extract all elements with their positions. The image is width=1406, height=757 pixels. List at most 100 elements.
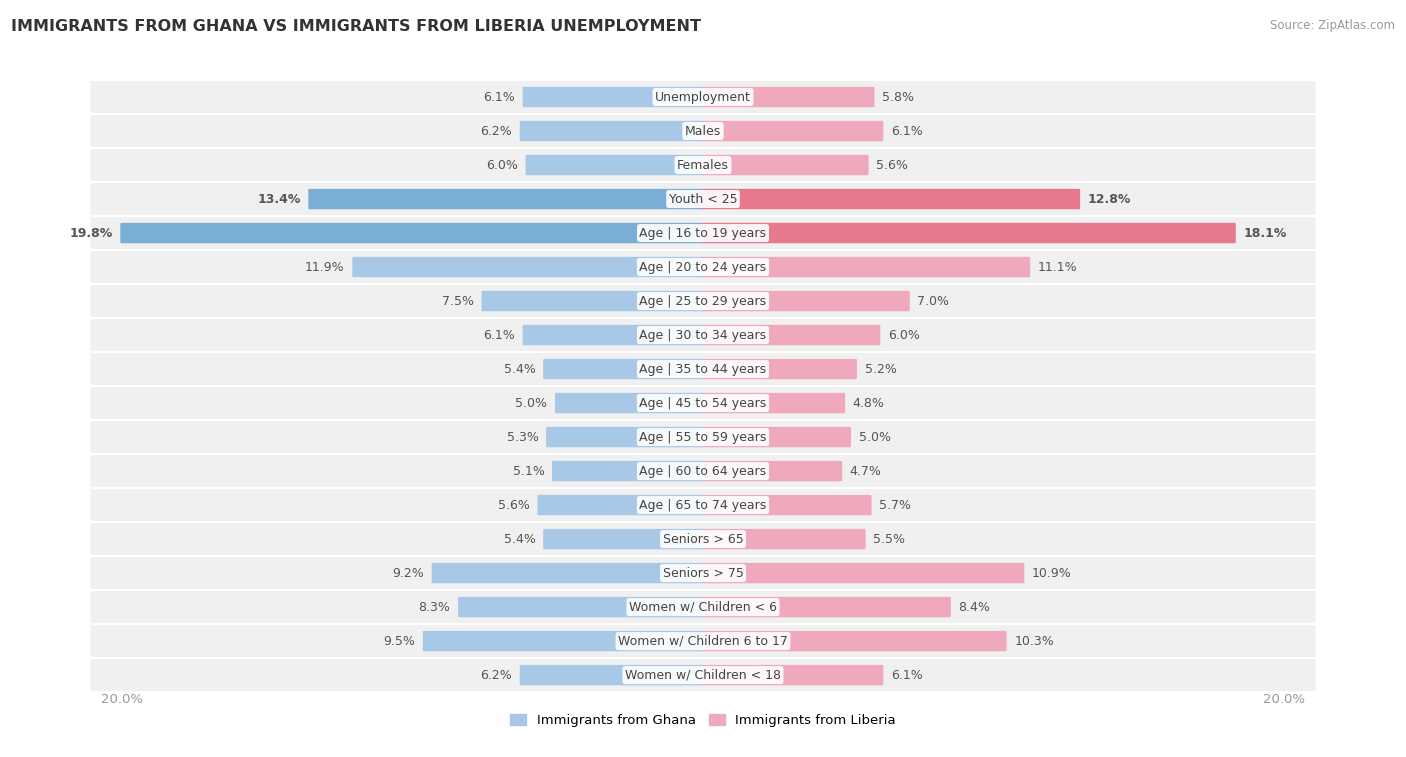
FancyBboxPatch shape — [702, 427, 851, 447]
FancyBboxPatch shape — [553, 461, 704, 481]
Text: Women w/ Children 6 to 17: Women w/ Children 6 to 17 — [619, 634, 787, 647]
FancyBboxPatch shape — [458, 597, 704, 617]
FancyBboxPatch shape — [90, 319, 1316, 351]
Text: 6.1%: 6.1% — [484, 329, 515, 341]
FancyBboxPatch shape — [90, 353, 1316, 385]
Text: Age | 25 to 29 years: Age | 25 to 29 years — [640, 294, 766, 307]
FancyBboxPatch shape — [520, 665, 704, 685]
Text: Youth < 25: Youth < 25 — [669, 192, 737, 206]
FancyBboxPatch shape — [90, 387, 1316, 419]
Text: 6.1%: 6.1% — [891, 125, 922, 138]
Text: 5.6%: 5.6% — [876, 158, 908, 172]
Text: 20.0%: 20.0% — [1263, 693, 1305, 706]
FancyBboxPatch shape — [526, 155, 704, 175]
Text: Seniors > 65: Seniors > 65 — [662, 533, 744, 546]
Text: 5.0%: 5.0% — [516, 397, 547, 410]
Text: 5.8%: 5.8% — [882, 91, 914, 104]
Text: Age | 45 to 54 years: Age | 45 to 54 years — [640, 397, 766, 410]
FancyBboxPatch shape — [90, 591, 1316, 623]
Text: 5.4%: 5.4% — [503, 363, 536, 375]
FancyBboxPatch shape — [423, 631, 704, 651]
FancyBboxPatch shape — [90, 149, 1316, 181]
Text: 4.7%: 4.7% — [849, 465, 882, 478]
FancyBboxPatch shape — [543, 359, 704, 379]
Text: 5.3%: 5.3% — [506, 431, 538, 444]
Text: 9.2%: 9.2% — [392, 566, 425, 580]
FancyBboxPatch shape — [520, 121, 704, 142]
Text: Women w/ Children < 6: Women w/ Children < 6 — [628, 600, 778, 614]
FancyBboxPatch shape — [702, 631, 1007, 651]
FancyBboxPatch shape — [702, 597, 950, 617]
FancyBboxPatch shape — [90, 455, 1316, 487]
FancyBboxPatch shape — [702, 121, 883, 142]
FancyBboxPatch shape — [90, 81, 1316, 113]
FancyBboxPatch shape — [702, 257, 1031, 277]
Legend: Immigrants from Ghana, Immigrants from Liberia: Immigrants from Ghana, Immigrants from L… — [505, 709, 901, 732]
Text: 6.1%: 6.1% — [484, 91, 515, 104]
Text: IMMIGRANTS FROM GHANA VS IMMIGRANTS FROM LIBERIA UNEMPLOYMENT: IMMIGRANTS FROM GHANA VS IMMIGRANTS FROM… — [11, 19, 702, 34]
FancyBboxPatch shape — [702, 461, 842, 481]
Text: Seniors > 75: Seniors > 75 — [662, 566, 744, 580]
Text: Women w/ Children < 18: Women w/ Children < 18 — [626, 668, 780, 681]
Text: 7.5%: 7.5% — [441, 294, 474, 307]
Text: 6.0%: 6.0% — [486, 158, 517, 172]
FancyBboxPatch shape — [702, 87, 875, 107]
Text: Source: ZipAtlas.com: Source: ZipAtlas.com — [1270, 19, 1395, 32]
FancyBboxPatch shape — [702, 495, 872, 516]
Text: 11.9%: 11.9% — [305, 260, 344, 273]
FancyBboxPatch shape — [702, 291, 910, 311]
FancyBboxPatch shape — [90, 625, 1316, 657]
FancyBboxPatch shape — [121, 223, 704, 243]
FancyBboxPatch shape — [90, 659, 1316, 691]
FancyBboxPatch shape — [90, 115, 1316, 147]
Text: 5.4%: 5.4% — [503, 533, 536, 546]
Text: 8.3%: 8.3% — [419, 600, 450, 614]
Text: Age | 60 to 64 years: Age | 60 to 64 years — [640, 465, 766, 478]
Text: 4.8%: 4.8% — [853, 397, 884, 410]
Text: 5.5%: 5.5% — [873, 533, 905, 546]
Text: 13.4%: 13.4% — [257, 192, 301, 206]
FancyBboxPatch shape — [702, 188, 1080, 209]
Text: Age | 30 to 34 years: Age | 30 to 34 years — [640, 329, 766, 341]
FancyBboxPatch shape — [702, 223, 1236, 243]
Text: 10.9%: 10.9% — [1032, 566, 1071, 580]
FancyBboxPatch shape — [90, 557, 1316, 589]
Text: 6.2%: 6.2% — [481, 668, 512, 681]
Text: Age | 65 to 74 years: Age | 65 to 74 years — [640, 499, 766, 512]
Text: 7.0%: 7.0% — [917, 294, 949, 307]
Text: 6.2%: 6.2% — [481, 125, 512, 138]
Text: 10.3%: 10.3% — [1014, 634, 1054, 647]
Text: 6.1%: 6.1% — [891, 668, 922, 681]
Text: Age | 55 to 59 years: Age | 55 to 59 years — [640, 431, 766, 444]
FancyBboxPatch shape — [432, 563, 704, 584]
FancyBboxPatch shape — [702, 155, 869, 175]
FancyBboxPatch shape — [353, 257, 704, 277]
FancyBboxPatch shape — [702, 529, 866, 550]
FancyBboxPatch shape — [555, 393, 704, 413]
FancyBboxPatch shape — [90, 523, 1316, 555]
FancyBboxPatch shape — [90, 251, 1316, 283]
Text: 5.6%: 5.6% — [498, 499, 530, 512]
Text: Age | 20 to 24 years: Age | 20 to 24 years — [640, 260, 766, 273]
FancyBboxPatch shape — [702, 325, 880, 345]
Text: 5.1%: 5.1% — [513, 465, 544, 478]
FancyBboxPatch shape — [90, 183, 1316, 215]
FancyBboxPatch shape — [543, 529, 704, 550]
Text: 5.0%: 5.0% — [859, 431, 890, 444]
FancyBboxPatch shape — [308, 188, 704, 209]
Text: Females: Females — [678, 158, 728, 172]
FancyBboxPatch shape — [702, 359, 856, 379]
Text: Unemployment: Unemployment — [655, 91, 751, 104]
FancyBboxPatch shape — [90, 421, 1316, 453]
FancyBboxPatch shape — [481, 291, 704, 311]
Text: 5.2%: 5.2% — [865, 363, 897, 375]
FancyBboxPatch shape — [537, 495, 704, 516]
Text: 9.5%: 9.5% — [384, 634, 415, 647]
Text: 6.0%: 6.0% — [889, 329, 920, 341]
Text: 18.1%: 18.1% — [1243, 226, 1286, 239]
FancyBboxPatch shape — [546, 427, 704, 447]
FancyBboxPatch shape — [702, 563, 1025, 584]
Text: Age | 16 to 19 years: Age | 16 to 19 years — [640, 226, 766, 239]
Text: 20.0%: 20.0% — [101, 693, 143, 706]
FancyBboxPatch shape — [702, 665, 883, 685]
